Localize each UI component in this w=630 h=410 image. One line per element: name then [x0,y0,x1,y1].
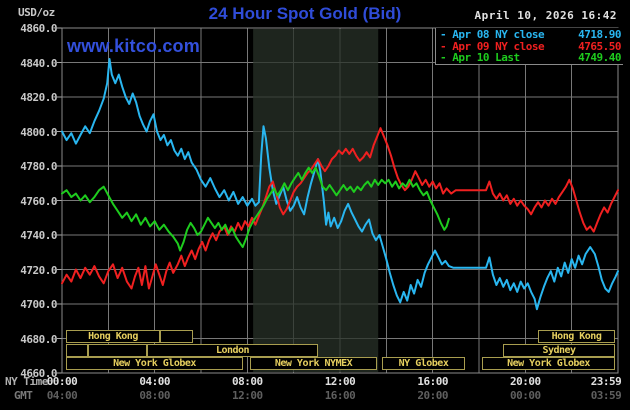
plot-border [61,27,619,374]
kitco-watermark: www.kitco.com [67,36,200,56]
session-box-hong-kong: Hong Kong [66,330,160,343]
gmt-axis-label: GMT [14,389,33,402]
ny-time-axis-label: NY Time [5,375,48,388]
legend-value: 4765.50 [578,39,621,53]
x-tick-ny-time: 23:59 [590,375,622,388]
x-tick-gmt-time: 16:00 [324,389,356,402]
y-axis-tick-label: 4700.0 [20,298,57,311]
legend: - Apr 08 NY close 4718.90- Apr 09 NY clos… [435,28,623,65]
series-line-apr09 [61,127,619,290]
units-label: USD/oz [18,6,55,19]
session-box-hong-kong: Hong Kong [538,330,615,343]
x-tick-gmt-time: 00:00 [510,389,541,402]
x-tick-gmt-time: 12:00 [232,389,263,402]
session-box-sydney: Sydney [503,343,615,357]
x-tick-ny-time: 04:00 [139,375,170,388]
session-box-new-york-nymex: New York NYMEX [250,357,377,370]
session-box-new-york-globex: New York Globex [482,357,615,370]
y-axis-tick-label: 4860.0 [20,22,57,35]
x-tick-gmt-time: 08:00 [139,389,170,402]
session-box-new-york-globex: New York Globex [66,357,243,370]
y-axis-tick-label: 4840.0 [20,56,57,70]
session-box-ny-globex: NY Globex [382,357,465,370]
session-box-empty [66,343,88,357]
x-tick-ny-time: 16:00 [417,375,448,388]
legend-row-3: - Apr 10 Last 4749.40 [440,52,621,63]
nymex-session-band [253,29,379,372]
x-tick-ny-time: 20:00 [510,375,541,388]
legend-label: - Apr 08 NY close [440,27,545,41]
legend-value: 4718.90 [578,27,621,41]
y-axis-tick-label: 4820.0 [20,91,57,104]
x-tick-ny-time: 08:00 [232,375,263,388]
chart-datetime: April 10, 2026 16:42 [474,9,617,22]
x-tick-gmt-time: 20:00 [417,389,448,402]
legend-value: 4749.40 [578,51,621,65]
y-axis-tick-label: 4800.0 [20,125,57,139]
chart-title: 24 Hour Spot Gold (Bid) [208,4,402,23]
series-line-apr08 [61,58,619,311]
session-box-empty [88,343,147,357]
y-axis-tick-label: 4780.0 [20,160,57,173]
y-axis-tick-label: 4740.0 [20,229,57,242]
session-box-london: London [147,343,318,357]
x-tick-gmt-time: 04:00 [46,389,78,402]
x-tick-ny-time: 00:00 [46,375,78,388]
x-tick-ny-time: 12:00 [324,375,356,388]
y-axis-tick-label: 4760.0 [20,194,57,208]
legend-row-1: - Apr 08 NY close 4718.90 [440,29,621,40]
series-line-apr10 [61,166,450,252]
y-axis-tick-label: 4660.0 [20,367,57,380]
session-box-empty [160,330,193,343]
x-tick-gmt-time: 03:59 [590,389,622,402]
legend-label: - Apr 09 NY close [440,39,545,53]
y-axis-tick-label: 4720.0 [20,263,57,277]
y-axis-tick-label: 4680.0 [20,332,57,346]
legend-label: - Apr 10 Last [440,51,520,65]
legend-row-2: - Apr 09 NY close 4765.50 [440,41,621,52]
